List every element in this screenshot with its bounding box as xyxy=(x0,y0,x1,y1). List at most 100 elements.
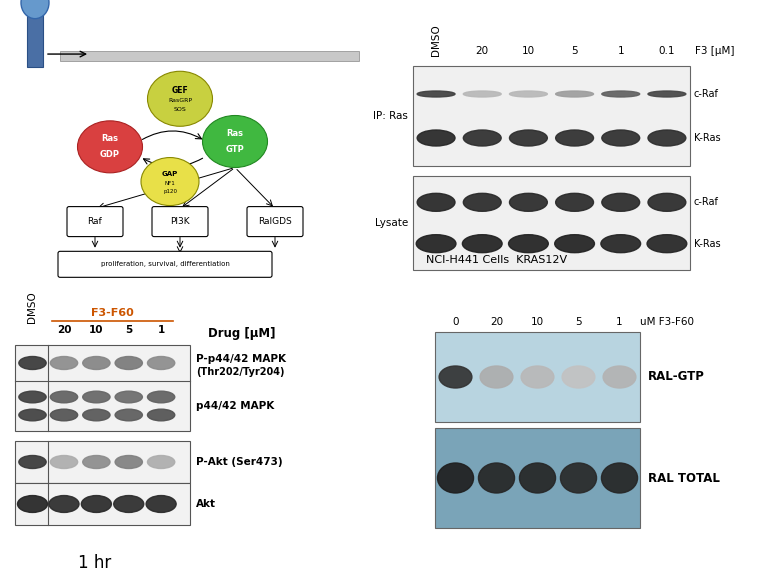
Ellipse shape xyxy=(463,193,501,211)
Text: Lysate: Lysate xyxy=(375,218,408,228)
Text: K-Ras: K-Ras xyxy=(694,133,721,143)
Text: 10: 10 xyxy=(521,46,535,56)
Ellipse shape xyxy=(602,91,639,97)
Text: Raf: Raf xyxy=(88,217,102,226)
FancyBboxPatch shape xyxy=(152,207,208,236)
Text: c-Raf: c-Raf xyxy=(694,89,719,99)
Text: c-Raf: c-Raf xyxy=(694,198,719,207)
Text: GDP: GDP xyxy=(100,150,120,159)
Text: RalGDS: RalGDS xyxy=(258,217,292,226)
Ellipse shape xyxy=(115,357,143,370)
Text: F3-F60: F3-F60 xyxy=(92,308,134,318)
Ellipse shape xyxy=(521,366,554,388)
Text: 20: 20 xyxy=(57,325,71,335)
Bar xyxy=(15,345,190,431)
Text: 10: 10 xyxy=(531,317,544,327)
Text: F3 [μM]: F3 [μM] xyxy=(695,46,735,56)
Ellipse shape xyxy=(114,496,144,512)
Text: Ras: Ras xyxy=(102,134,119,144)
Ellipse shape xyxy=(83,456,110,468)
Text: NCI-H441 Cells  KRAS12V: NCI-H441 Cells KRAS12V xyxy=(425,255,566,265)
Text: K-Ras: K-Ras xyxy=(694,239,721,249)
Text: 20: 20 xyxy=(490,317,503,327)
Text: 5: 5 xyxy=(575,317,582,327)
Ellipse shape xyxy=(115,456,143,468)
Text: 1: 1 xyxy=(158,325,165,335)
FancyBboxPatch shape xyxy=(67,207,123,236)
Text: Akt: Akt xyxy=(196,499,216,509)
Bar xyxy=(15,483,190,525)
Ellipse shape xyxy=(50,456,78,468)
Text: Drug [μM]: Drug [μM] xyxy=(208,327,275,339)
Text: 10: 10 xyxy=(89,325,104,335)
Text: RAL TOTAL: RAL TOTAL xyxy=(648,472,720,485)
Ellipse shape xyxy=(601,463,638,493)
Ellipse shape xyxy=(146,496,176,512)
Ellipse shape xyxy=(556,91,594,97)
Text: NF1: NF1 xyxy=(165,181,175,186)
Ellipse shape xyxy=(83,409,110,421)
Ellipse shape xyxy=(438,463,473,493)
Text: proliferation, survival, differentiation: proliferation, survival, differentiation xyxy=(101,261,230,267)
Text: (Thr202/Tyr204): (Thr202/Tyr204) xyxy=(196,367,285,377)
Ellipse shape xyxy=(510,91,547,97)
Ellipse shape xyxy=(78,121,143,173)
Ellipse shape xyxy=(562,366,595,388)
Ellipse shape xyxy=(147,456,175,468)
Text: 0: 0 xyxy=(452,317,459,327)
Ellipse shape xyxy=(555,235,594,253)
Ellipse shape xyxy=(417,130,455,146)
Ellipse shape xyxy=(115,391,143,403)
Text: GAP: GAP xyxy=(162,171,178,177)
Ellipse shape xyxy=(463,91,501,97)
Text: 1 hr: 1 hr xyxy=(78,554,112,572)
Bar xyxy=(435,428,640,528)
Text: 5: 5 xyxy=(571,46,578,56)
Text: DMSO: DMSO xyxy=(27,291,37,323)
Ellipse shape xyxy=(601,235,641,253)
Ellipse shape xyxy=(479,463,514,493)
Ellipse shape xyxy=(510,130,547,146)
Ellipse shape xyxy=(602,130,639,146)
Text: GEF: GEF xyxy=(171,87,189,95)
Text: 20: 20 xyxy=(476,46,489,56)
Text: DMSO: DMSO xyxy=(431,24,441,56)
Ellipse shape xyxy=(147,409,175,421)
Ellipse shape xyxy=(519,463,556,493)
Text: P-p44/42 MAPK: P-p44/42 MAPK xyxy=(196,354,286,364)
Ellipse shape xyxy=(508,235,549,253)
Text: GTP: GTP xyxy=(226,145,244,154)
Ellipse shape xyxy=(19,409,46,421)
Ellipse shape xyxy=(647,235,687,253)
Ellipse shape xyxy=(556,193,594,211)
Text: 5: 5 xyxy=(125,325,133,335)
Ellipse shape xyxy=(416,235,456,253)
Ellipse shape xyxy=(147,71,213,126)
Ellipse shape xyxy=(417,193,455,211)
Ellipse shape xyxy=(81,496,112,512)
Ellipse shape xyxy=(147,391,175,403)
Text: 0.1: 0.1 xyxy=(659,46,675,56)
Ellipse shape xyxy=(648,193,686,211)
Text: uM F3-F60: uM F3-F60 xyxy=(639,317,694,327)
FancyBboxPatch shape xyxy=(58,252,272,277)
Text: 1: 1 xyxy=(616,317,623,327)
Ellipse shape xyxy=(560,463,597,493)
Ellipse shape xyxy=(50,409,78,421)
Text: 1: 1 xyxy=(618,46,624,56)
Ellipse shape xyxy=(50,357,78,370)
Ellipse shape xyxy=(556,130,594,146)
Ellipse shape xyxy=(19,456,46,468)
Bar xyxy=(413,66,690,166)
Ellipse shape xyxy=(21,0,49,19)
FancyBboxPatch shape xyxy=(247,207,303,236)
Text: RAL-GTP: RAL-GTP xyxy=(648,371,705,383)
Ellipse shape xyxy=(602,193,639,211)
Text: P-Akt (Ser473): P-Akt (Ser473) xyxy=(196,457,282,467)
Ellipse shape xyxy=(648,91,686,97)
Text: p44/42 MAPK: p44/42 MAPK xyxy=(196,401,274,411)
Text: p120: p120 xyxy=(163,189,177,194)
Ellipse shape xyxy=(141,157,199,206)
Text: PI3K: PI3K xyxy=(170,217,190,226)
Text: IP: Ras: IP: Ras xyxy=(373,111,408,121)
